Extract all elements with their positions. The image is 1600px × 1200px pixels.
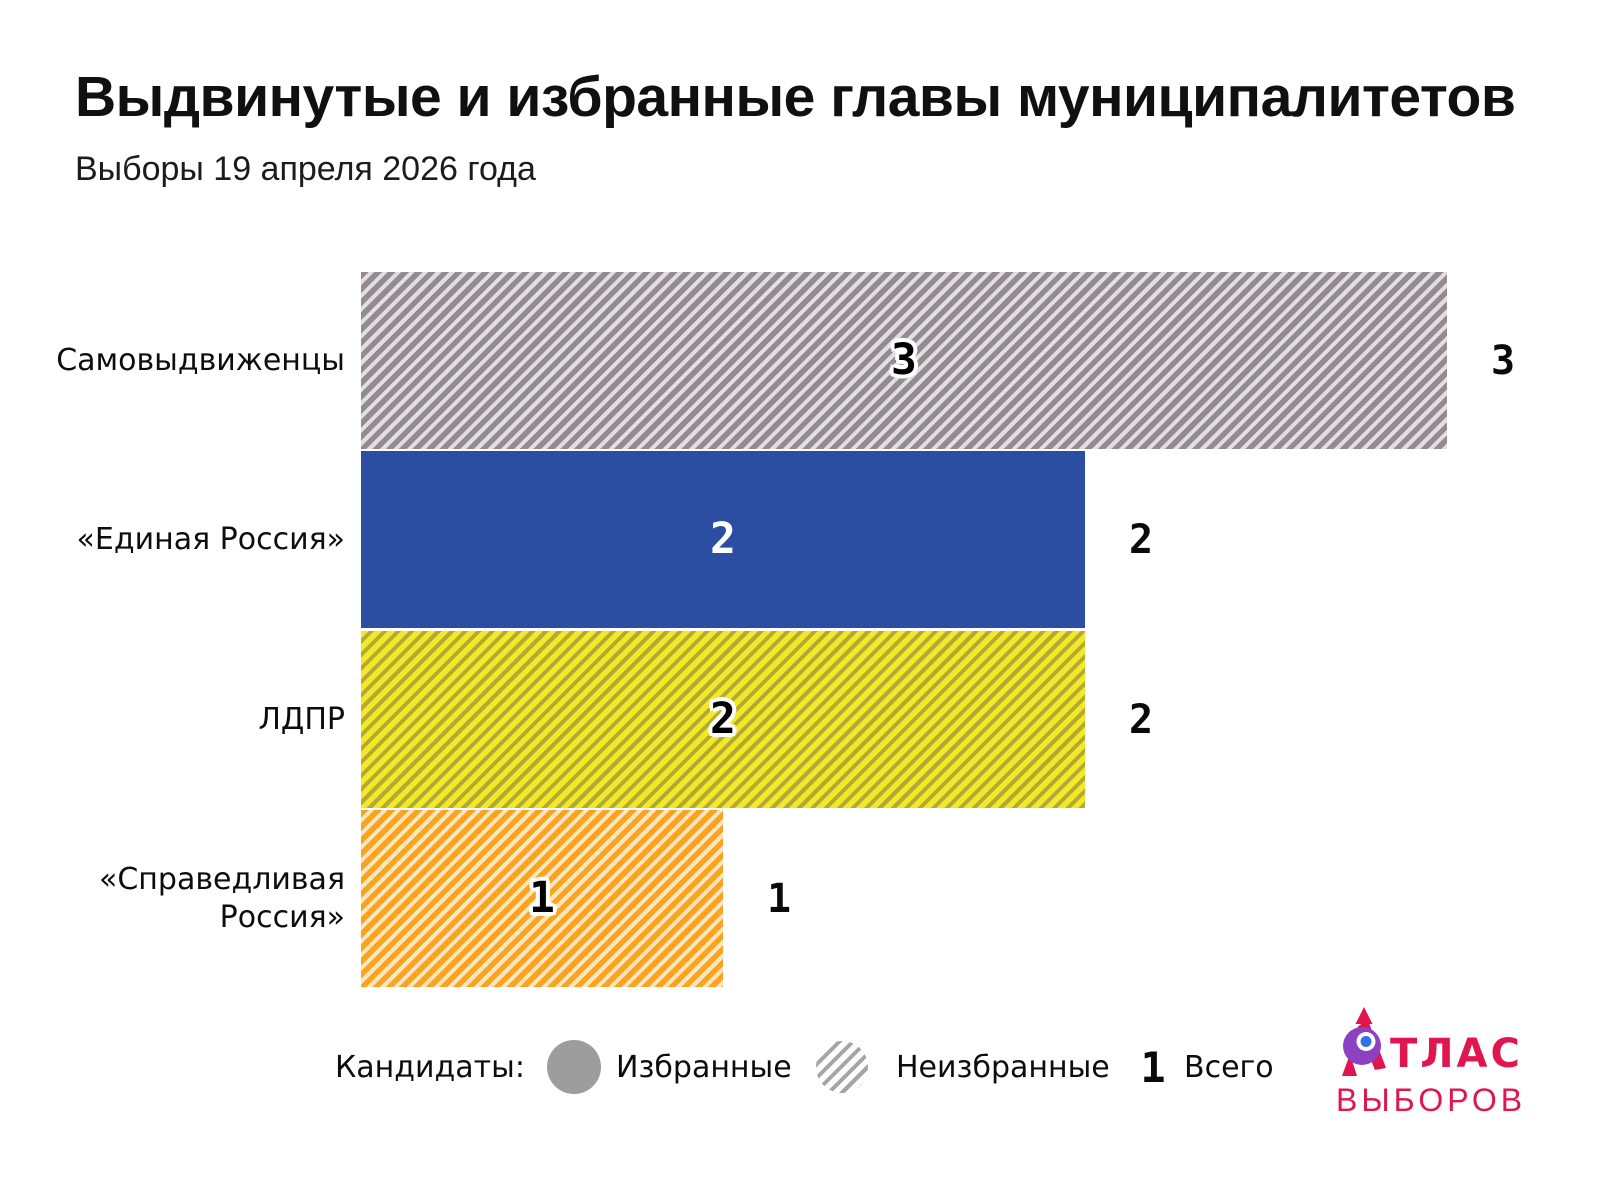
bar-value-label: 1 bbox=[529, 873, 555, 923]
legend-elected-label: Избранные bbox=[616, 1049, 792, 1085]
bar-total-label: 1 bbox=[766, 875, 792, 922]
bar-row-fair-russia: «Справедливая Россия» 1 1 bbox=[0, 810, 1600, 987]
bar-row-united-russia: «Единая Россия» 2 2 bbox=[0, 451, 1600, 628]
bar-ldpr: 2 bbox=[361, 631, 1085, 808]
atlas-vyborov-logo: ТЛАС ВЫБОРОВ bbox=[1310, 1000, 1550, 1130]
category-label: Самовыдвиженцы bbox=[56, 342, 345, 378]
legend-total-symbol: 1 bbox=[1140, 1042, 1166, 1092]
bar-united-russia: 2 bbox=[361, 451, 1085, 628]
legend-elected-swatch bbox=[547, 1040, 601, 1094]
legend: Кандидаты: Избранные Неизбранные 1 Всего bbox=[0, 1030, 1600, 1110]
legend-not-elected-swatch bbox=[816, 1041, 868, 1093]
bar-row-ldpr: ЛДПР 2 2 bbox=[0, 631, 1600, 808]
legend-prefix: Кандидаты: bbox=[335, 1049, 525, 1085]
category-label: ЛДПР bbox=[258, 701, 345, 737]
bar-self-nominated: 3 bbox=[361, 272, 1447, 449]
bar-value-label: 3 bbox=[891, 335, 917, 385]
page-subtitle: Выборы 19 апреля 2026 года bbox=[75, 150, 536, 188]
bar-fair-russia: 1 bbox=[361, 810, 723, 987]
bar-value-label: 2 bbox=[710, 694, 736, 744]
bar-row-self-nominated: Самовыдвиженцы 3 3 bbox=[0, 272, 1600, 449]
legend-not-elected-label: Неизбранные bbox=[896, 1049, 1110, 1085]
category-label: «Справедливая Россия» bbox=[98, 862, 345, 935]
bar-total-label: 3 bbox=[1490, 337, 1516, 384]
category-label: «Единая Россия» bbox=[76, 521, 345, 557]
bar-value-label: 2 bbox=[710, 514, 736, 564]
page-title: Выдвинутые и избранные главы муниципалит… bbox=[75, 65, 1516, 129]
logo-text-vyborov: ВЫБОРОВ bbox=[1336, 1082, 1527, 1118]
atlas-logo-a-eye-icon bbox=[1342, 1007, 1386, 1076]
logo-text-atlas: ТЛАС bbox=[1390, 1031, 1523, 1077]
bar-total-label: 2 bbox=[1128, 516, 1154, 563]
legend-total-label: Всего bbox=[1184, 1049, 1274, 1085]
bar-total-label: 2 bbox=[1128, 696, 1154, 743]
